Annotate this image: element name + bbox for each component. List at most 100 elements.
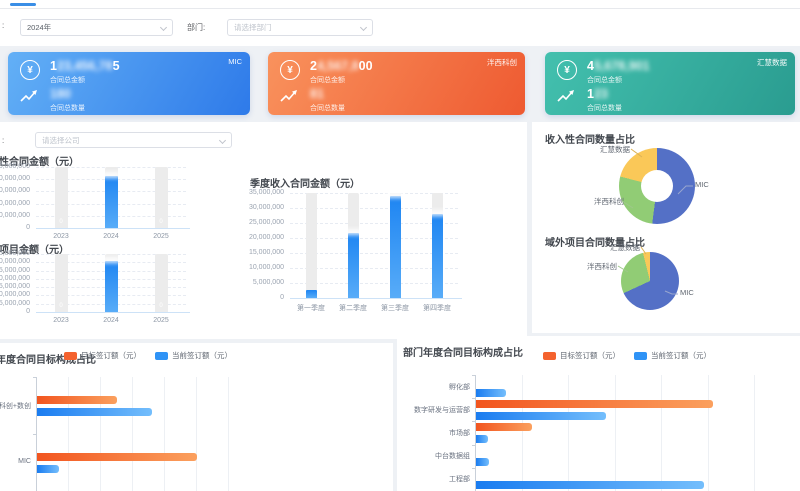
count-masked: 81 [310, 87, 324, 101]
y-tick-label: 25,000,000 [0, 266, 30, 274]
active-tab-indicator[interactable] [10, 3, 36, 6]
chart-legend: 目标签订额（元） 当前签订额（元） [543, 350, 711, 361]
gridline [196, 377, 197, 491]
year-select[interactable]: 2024年 [20, 19, 173, 36]
company-target-chart: 科创+数创 MIC [0, 343, 393, 491]
target-bar [476, 399, 713, 408]
legend-item-target[interactable]: 目标签订额（元） [64, 350, 141, 361]
external-count-pie-chart [621, 252, 679, 310]
total-count-value: 81 [310, 88, 345, 101]
amount-prefix: 2 [310, 59, 317, 73]
year-select-value: 2024年 [27, 23, 52, 32]
current-bar [476, 388, 506, 397]
total-count-label: 合同总数量 [587, 105, 622, 112]
gridline [290, 223, 458, 224]
target-bar [476, 423, 532, 431]
gridline [100, 377, 101, 491]
pie-slice-label: MIC [695, 180, 709, 189]
gridline [132, 377, 133, 491]
target-legend-swatch [64, 351, 77, 360]
company-target-chart-title: 年度合同目标构成占比 [0, 355, 96, 366]
bar-zero-label: 0 [59, 219, 63, 225]
gridline [290, 208, 458, 209]
department-label: 部门: [187, 23, 206, 32]
current-legend-swatch [634, 351, 647, 360]
trend-up-icon [20, 88, 40, 104]
target-bar [37, 395, 117, 404]
current-legend-label: 当前签订额（元） [172, 351, 232, 360]
chevron-down-icon [359, 23, 368, 32]
gridline [164, 377, 165, 491]
gridline [290, 268, 458, 269]
chevron-down-icon [218, 136, 227, 144]
masked-value-chip [102, 172, 120, 178]
x-tick-label: 2025 [153, 233, 169, 240]
y-tick-label: 10,000,000 [0, 291, 30, 299]
summary-card-huihui: 汇慧数据 ¥ 45,678,901 合同总金额 123 合同总数量 [545, 52, 795, 115]
donut-hole [641, 170, 673, 202]
bar-track [154, 167, 168, 228]
y-tick-label: 100,000,000 [0, 163, 30, 170]
total-amount-value: 123,456,785 [50, 60, 120, 73]
gridline [661, 375, 662, 491]
gridline [290, 283, 458, 284]
card-company-tag: 泮西科创 [487, 58, 517, 67]
bar-zero-label: 0 [159, 219, 163, 225]
amount-prefix: 1 [50, 59, 57, 73]
bar-track [305, 193, 317, 298]
y-axis-line [36, 377, 37, 491]
quarterly-income-chart: 35,000,000 30,000,000 25,000,000 20,000,000… [236, 189, 462, 314]
company-target-panel: 年度合同目标构成占比 目标签订额（元） 当前签订额（元） 科创+数创 MIC [0, 343, 393, 491]
y-tick-label: 10,000,000 [248, 264, 284, 271]
bar [389, 196, 401, 298]
department-target-chart-title: 部门年度合同目标构成占比 [403, 348, 523, 359]
total-count-label: 合同总数量 [50, 105, 85, 112]
category-label: MIC [18, 457, 31, 465]
total-amount-value: 45,678,901 [587, 60, 650, 73]
chevron-down-icon [159, 23, 168, 32]
card-company-tag: MIC [228, 57, 242, 66]
pie-slice-label: 泮西科创 [587, 262, 617, 271]
gridline [708, 375, 709, 491]
current-bar [37, 464, 59, 473]
y-tick-label: 5,000,000 [0, 299, 30, 307]
pie-slice-label: MIC [680, 288, 694, 297]
axis-tick [472, 398, 475, 399]
gridline [290, 193, 458, 194]
target-bar [37, 452, 197, 461]
pie-slice-label: 汇慧数据 [610, 243, 640, 252]
x-tick-label: 第四季度 [423, 305, 451, 312]
external-count-pie-title: 域外项目合同数量占比 [545, 238, 645, 249]
legend-item-current[interactable]: 当前签订额（元） [155, 350, 232, 361]
axis-tick [472, 375, 475, 376]
legend-item-current[interactable]: 当前签订额（元） [634, 350, 711, 361]
total-amount-label: 合同总金额 [587, 77, 622, 84]
y-tick-label: 40,000,000 [0, 199, 30, 207]
y-axis-line [475, 375, 476, 491]
x-axis-line [36, 312, 190, 313]
amount-suffix: 00 [358, 59, 373, 73]
y-tick-label: 15,000,000 [248, 249, 284, 256]
department-select[interactable]: 请选择部门 [227, 19, 373, 36]
company-select[interactable]: 请选择公司 [35, 132, 232, 148]
x-axis-line [290, 298, 462, 299]
current-legend-label: 当前签订额（元） [651, 351, 711, 360]
department-target-panel: 部门年度合同目标构成占比 目标签订额（元） 当前签订额（元） 孵化部数字研发与运… [397, 336, 800, 491]
y-tick-label: 20,000,000 [248, 234, 284, 241]
gridline [290, 253, 458, 254]
bar [347, 233, 359, 298]
trend-up-icon [557, 88, 577, 104]
company-label-clipped: : [2, 136, 5, 145]
y-tick-label: 30,000,000 [0, 258, 30, 266]
y-tick-label: 15,000,000 [0, 283, 30, 291]
category-label: 孵化部 [449, 383, 470, 391]
total-amount-value: 24,567,800 [310, 60, 373, 73]
income-count-pie-title: 收入性合同数量占比 [545, 135, 635, 146]
legend-item-target[interactable]: 目标签订额（元） [543, 350, 620, 361]
category-label: 数字研发与运营部 [414, 406, 470, 414]
bar [431, 214, 443, 298]
gridline [568, 375, 569, 491]
axis-tick [33, 434, 36, 435]
y-tick-label: 35,000,000 [248, 189, 284, 196]
